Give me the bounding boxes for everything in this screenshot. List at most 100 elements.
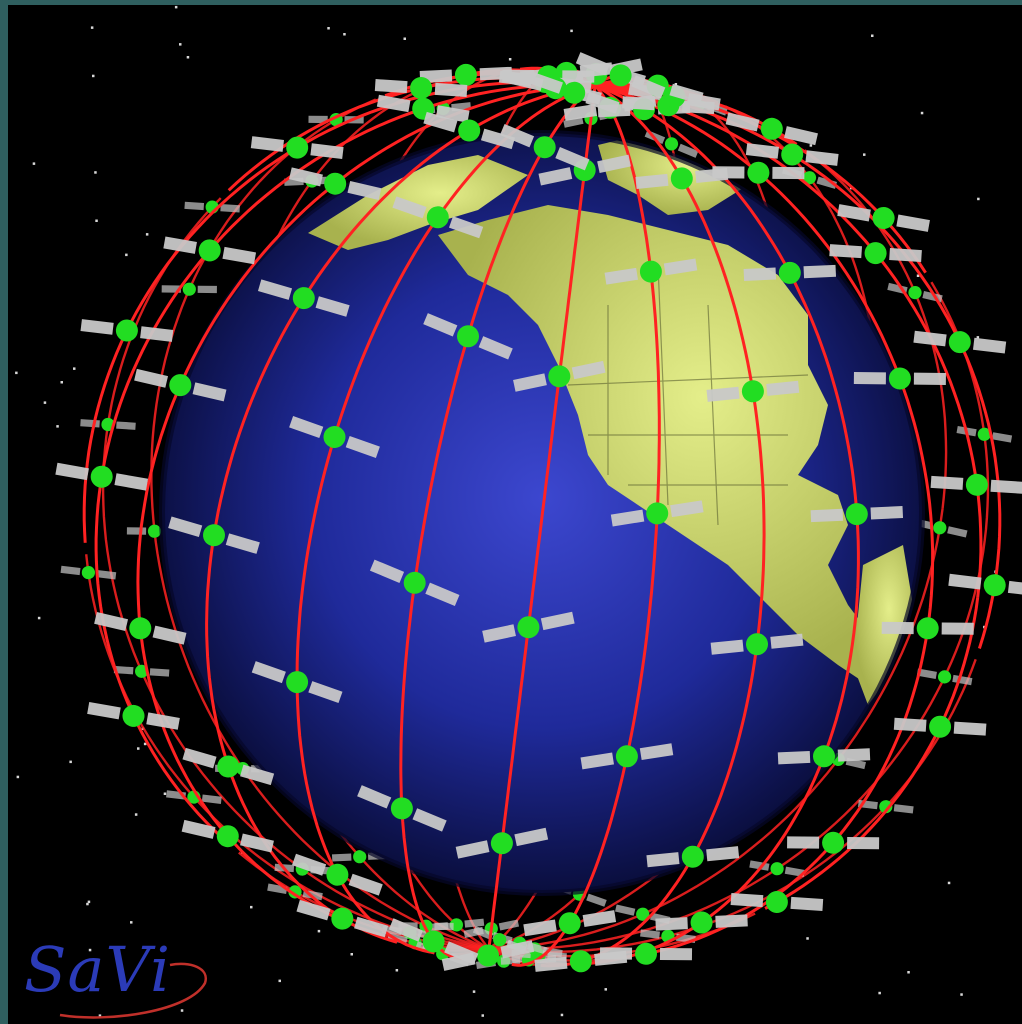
satellite-icon — [706, 380, 800, 403]
star-dot — [481, 1014, 484, 1017]
orbit-ring-back — [348, 149, 948, 950]
satellite-icon — [182, 747, 275, 786]
star-dot — [90, 26, 94, 29]
satellite-icon — [810, 503, 904, 526]
satellite-icon — [948, 573, 1022, 597]
star-dot — [174, 5, 178, 9]
satellite-icon — [80, 319, 174, 342]
star-dot — [37, 616, 41, 620]
star-dot — [395, 969, 399, 972]
satellite-icon — [655, 911, 748, 934]
satellite-icon — [523, 910, 617, 937]
star-dot — [907, 971, 910, 974]
star-dot — [88, 948, 92, 952]
star-dot — [134, 813, 138, 816]
star-dot — [278, 979, 281, 983]
satellite-icon — [730, 891, 824, 913]
constellation-scene — [15, 5, 1022, 1017]
star-dot — [343, 33, 346, 36]
satellite-icon — [250, 136, 344, 160]
star-dot — [179, 43, 182, 46]
satellite-icon — [575, 52, 666, 99]
satellite-icon — [749, 860, 805, 878]
star-dot — [60, 381, 63, 384]
front-satellites — [55, 52, 1022, 973]
satellite-icon — [374, 77, 468, 99]
star-dot — [403, 37, 406, 40]
star-dot — [95, 219, 98, 222]
satellite-icon — [55, 462, 149, 491]
satellite-icon — [513, 360, 606, 392]
star-dot — [180, 1009, 184, 1012]
star-dot — [871, 34, 874, 37]
star-dot — [250, 905, 253, 909]
star-dot — [145, 233, 149, 236]
star-dot — [16, 775, 20, 779]
satellite-icon — [257, 279, 350, 317]
satellite-icon — [296, 899, 389, 938]
satellite-icon — [168, 516, 260, 554]
star-dot — [317, 929, 321, 933]
satellite-icon — [956, 425, 1013, 443]
satellite-icon — [881, 617, 974, 640]
satellite-icon — [580, 743, 674, 770]
satellite-icon — [134, 368, 227, 402]
orbit-ring-back — [150, 98, 632, 962]
satellite-icon — [913, 330, 1007, 354]
satellite-icon — [289, 167, 382, 200]
star-dot — [878, 991, 881, 995]
star-dot — [960, 993, 963, 996]
satellite-icon — [710, 633, 804, 656]
satellite-icon — [94, 612, 187, 645]
star-dot — [186, 56, 190, 59]
star-dot — [809, 144, 813, 147]
orbit-ring — [399, 73, 631, 961]
satellite-icon — [853, 367, 946, 390]
satellite-icon — [181, 819, 274, 853]
star-dot — [560, 1013, 564, 1017]
star-field — [15, 5, 997, 1017]
star-dot — [916, 274, 920, 277]
star-dot — [920, 111, 924, 115]
satellite-icon — [893, 715, 987, 738]
satellite-icon — [369, 559, 460, 607]
star-dot — [163, 792, 167, 795]
satellite-icon — [837, 204, 930, 232]
satellite-icon — [87, 702, 180, 730]
star-dot — [327, 27, 330, 30]
satellite-icon — [482, 611, 575, 643]
star-dot — [73, 367, 76, 370]
star-dot — [137, 747, 140, 750]
star-dot — [604, 988, 607, 991]
star-dot — [98, 1014, 102, 1017]
star-dot — [32, 162, 36, 165]
star-dot — [350, 953, 353, 956]
satellite-icon — [60, 565, 117, 580]
star-dot — [86, 902, 89, 906]
star-dot — [69, 760, 72, 764]
satellite-icon — [829, 242, 922, 265]
star-dot — [806, 937, 809, 940]
star-dot — [674, 83, 678, 86]
satellite-icon — [528, 71, 620, 114]
satellite-icon — [423, 313, 513, 360]
satellite-icon — [80, 417, 136, 432]
star-dot — [976, 336, 980, 339]
savi-logo-swoosh — [59, 962, 207, 1019]
satellite-icon — [423, 111, 516, 150]
star-dot — [472, 990, 476, 993]
satellite-icon — [392, 196, 484, 239]
star-dot — [92, 74, 95, 78]
star-dot — [143, 742, 147, 746]
satellite-icon — [610, 500, 704, 527]
satellite-icon — [163, 236, 257, 265]
star-dot — [56, 425, 59, 428]
star-dot — [43, 401, 47, 404]
satellite-icon — [604, 258, 698, 285]
satellite-icon — [930, 473, 1022, 496]
satellite-icon — [292, 853, 383, 896]
satellite-icon — [161, 282, 217, 296]
star-dot — [125, 253, 128, 257]
star-dot — [15, 371, 18, 375]
satellite-icon — [499, 123, 590, 171]
